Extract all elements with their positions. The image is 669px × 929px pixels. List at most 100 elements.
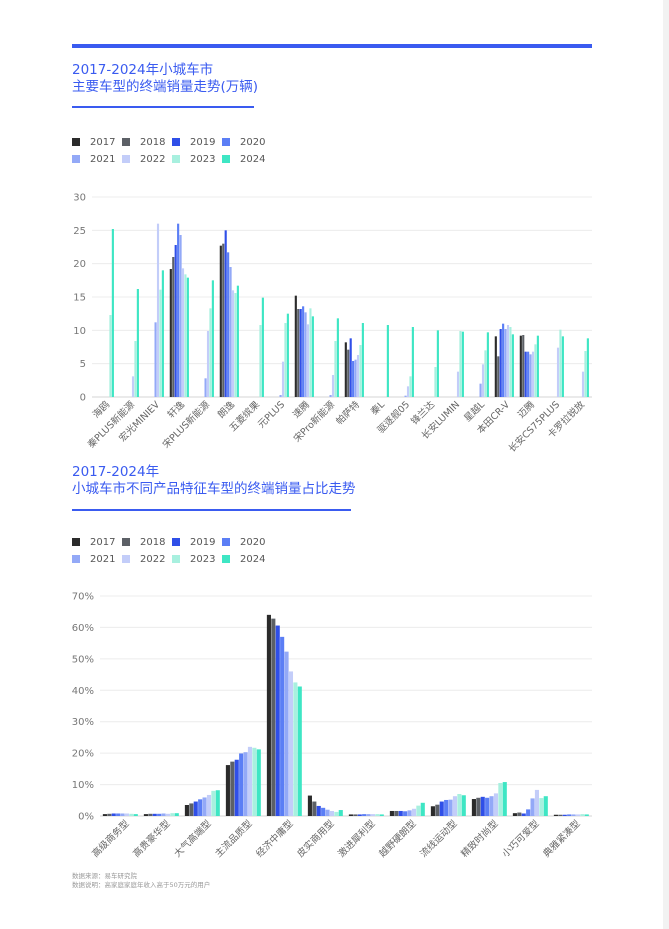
legend-swatch xyxy=(122,555,130,563)
chart1-bar xyxy=(494,336,497,397)
chart2-bar xyxy=(498,783,503,816)
chart1-bar xyxy=(497,356,500,397)
chart2-bar xyxy=(489,796,494,816)
chart2-ytick-label: 70% xyxy=(72,592,94,603)
chart2-bar xyxy=(334,811,339,816)
chart2-bar xyxy=(184,805,189,816)
chart1-ytick-label: 30 xyxy=(73,193,86,204)
chart1-bar xyxy=(534,344,537,397)
chart1-bar xyxy=(334,341,337,397)
chart2-bar xyxy=(116,813,121,816)
chart2-category-label: 典雅紧凑型 xyxy=(541,817,583,859)
chart1-bar xyxy=(561,336,564,397)
legend-label: 2021 xyxy=(90,153,116,165)
chart2-bar xyxy=(439,801,444,816)
chart2-bar xyxy=(362,814,367,816)
chart2-category-label: 主流品质型 xyxy=(213,817,255,859)
chart2-bar xyxy=(193,801,198,816)
footnote-note: 数据说明：高家庭家庭年收入高于50万元的用户 xyxy=(72,881,211,889)
legend-swatch xyxy=(72,138,80,146)
chart2-bar xyxy=(461,795,466,816)
chart2-bar xyxy=(275,625,280,816)
chart2-bar xyxy=(321,807,326,816)
chart2-title-line1: 2017-2024年 xyxy=(72,464,160,480)
chart1-bar xyxy=(331,375,335,397)
chart1-bar xyxy=(386,325,389,397)
chart1-bar xyxy=(309,308,312,397)
chart1-bar xyxy=(234,293,237,397)
chart2-bar xyxy=(471,799,476,816)
chart2-bar xyxy=(416,805,421,816)
chart2-category-label: 高级商务型 xyxy=(90,817,132,859)
chart2-bar xyxy=(562,814,567,816)
chart1-bar xyxy=(211,280,214,397)
chart1-bar xyxy=(186,277,189,397)
chart1-bar xyxy=(294,295,297,397)
chart2-category-label: 经济中庸型 xyxy=(254,817,296,859)
chart1-bar xyxy=(336,318,339,397)
chart2-category-label: 激进犀利型 xyxy=(336,817,378,859)
footnote-source: 数据来源：易车研究院 xyxy=(72,872,137,880)
chart2-bar xyxy=(111,813,116,816)
chart1-category-label: 海鸥 xyxy=(90,398,112,420)
chart2-ytick-label: 0% xyxy=(78,812,94,823)
chart2-bar xyxy=(476,797,481,816)
chart1-bar xyxy=(261,297,264,397)
chart1-title-line2: 主要车型的终端销量走势(万辆) xyxy=(72,79,259,95)
chart2-bar xyxy=(403,811,408,816)
chart1-bar xyxy=(204,378,207,397)
chart2-ytick-label: 10% xyxy=(72,780,94,791)
chart2-bar xyxy=(252,747,257,816)
chart1-bar xyxy=(161,270,164,397)
chart2-bar xyxy=(543,796,548,816)
chart2-bar xyxy=(198,799,203,816)
chart2-bar xyxy=(575,814,581,816)
chart2-bar xyxy=(148,813,153,816)
legend-label: 2018 xyxy=(140,536,166,548)
chart2-bar xyxy=(152,813,157,816)
chart2-bar xyxy=(170,813,175,816)
chart1-ytick-label: 10 xyxy=(73,326,86,337)
chart1-category-label: 秦L xyxy=(368,398,387,417)
legend-item-2022: 2022 xyxy=(122,553,165,565)
legend-swatch xyxy=(122,155,130,163)
chart1-category-label: 帕萨特 xyxy=(333,398,362,427)
chart1-bar xyxy=(231,290,235,397)
chart2-bar xyxy=(256,749,261,816)
legend-item-2017: 2017 xyxy=(72,536,115,548)
chart2-bar xyxy=(329,810,335,816)
chart2-title: 2017-2024年 小城车市不同产品特征车型的终端销量占比走势 xyxy=(72,464,356,498)
chart2-bar xyxy=(288,671,294,816)
chart2-ytick-label: 60% xyxy=(72,623,94,634)
chart1-bar xyxy=(159,289,162,397)
chart2-bar xyxy=(143,814,148,816)
chart1-bar xyxy=(511,334,514,397)
chart2-bar xyxy=(452,796,458,816)
chart1-category-label: 宋PLUS新能源 xyxy=(160,398,212,450)
legend-label: 2018 xyxy=(140,136,166,148)
chart1-bar xyxy=(434,367,437,397)
chart2-bar xyxy=(157,813,162,816)
chart2-bar xyxy=(211,790,216,816)
chart1-bar xyxy=(361,323,364,397)
page-edge xyxy=(663,0,669,929)
chart2-bar xyxy=(189,803,194,816)
legend-item-2019: 2019 xyxy=(172,536,215,548)
chart2-bar xyxy=(348,814,353,816)
legend-swatch xyxy=(72,155,80,163)
chart2-bar xyxy=(526,809,531,816)
chart2-bar xyxy=(493,793,499,816)
chart2-bar xyxy=(266,614,271,816)
chart1-bar xyxy=(506,325,510,397)
top-accent-rule xyxy=(72,44,592,48)
legend-label: 2023 xyxy=(190,553,216,565)
legend-item-2017: 2017 xyxy=(72,136,115,148)
chart2-bar xyxy=(120,813,125,816)
chart1-bar xyxy=(206,331,210,397)
chart1-category-label: 轩逸 xyxy=(165,398,187,420)
chart2-bar xyxy=(558,814,563,816)
legend-item-2024: 2024 xyxy=(222,153,265,165)
chart2-bar xyxy=(379,814,384,816)
legend-swatch xyxy=(222,155,230,163)
chart1-ytick-label: 15 xyxy=(73,293,86,304)
